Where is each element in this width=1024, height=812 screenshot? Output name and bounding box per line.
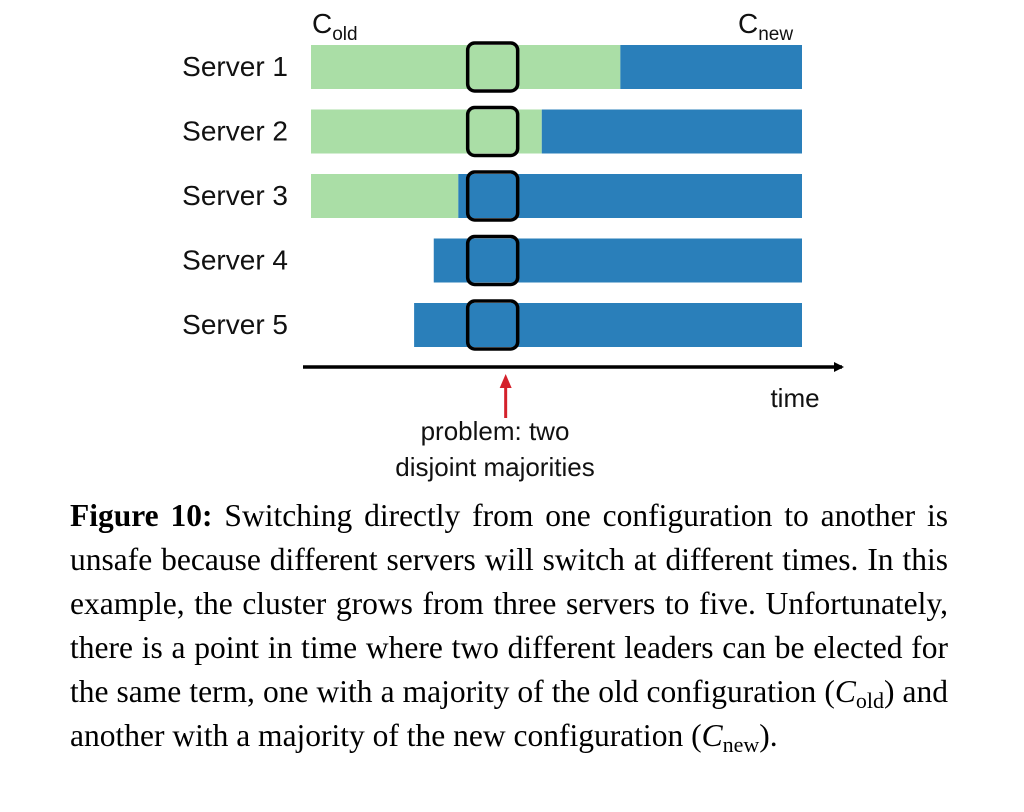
- caption-text-3: ).: [759, 718, 778, 753]
- problem-label-line1: problem: two: [421, 416, 570, 446]
- caption-c-new-sub: new: [722, 732, 760, 757]
- server-5-new-config-bar: [414, 303, 802, 347]
- server-3-old-config-bar: [311, 174, 459, 218]
- server-label-5: Server 5: [182, 309, 288, 340]
- server-1-old-config-bar: [311, 45, 621, 89]
- caption-label: Figure 10:: [70, 498, 213, 533]
- server-label-4: Server 4: [182, 245, 288, 276]
- server-3-problem-marker: [465, 170, 520, 222]
- server-label-3: Server 3: [182, 180, 288, 211]
- server-4-new-config-bar: [433, 238, 802, 283]
- server-2-problem-marker: [465, 105, 520, 158]
- server-label-1: Server 1: [182, 51, 288, 82]
- problem-label-line2: disjoint majorities: [395, 452, 594, 482]
- problem-arrow-head: [499, 374, 512, 388]
- server-4-problem-marker: [465, 234, 520, 287]
- caption-c-new: C: [701, 718, 723, 753]
- caption-c-old: C: [834, 674, 856, 709]
- time-axis-label: time: [770, 383, 819, 413]
- server-2-new-config-bar: [541, 109, 802, 154]
- caption-c-old-sub: old: [855, 688, 884, 713]
- caption-text-2: ) and another with a majority of the new…: [70, 674, 948, 753]
- server-1-problem-marker: [465, 41, 520, 93]
- server-5-problem-marker: [465, 299, 520, 351]
- caption-text-1: Switching directly from one configuratio…: [70, 498, 948, 709]
- server-2-old-config-bar: [311, 109, 542, 154]
- c-old-label: Cold: [312, 8, 358, 45]
- server-label-2: Server 2: [182, 116, 288, 147]
- figure-caption: Figure 10: Switching directly from one c…: [70, 494, 948, 758]
- server-3-new-config-bar: [458, 174, 802, 218]
- c-new-label: Cnew: [738, 8, 793, 45]
- server-bars: Server 1 Server 2 Server 3 Server 4 Server 5: [182, 41, 802, 351]
- problem-arrow-icon: [499, 374, 512, 418]
- server-1-new-config-bar: [620, 45, 802, 89]
